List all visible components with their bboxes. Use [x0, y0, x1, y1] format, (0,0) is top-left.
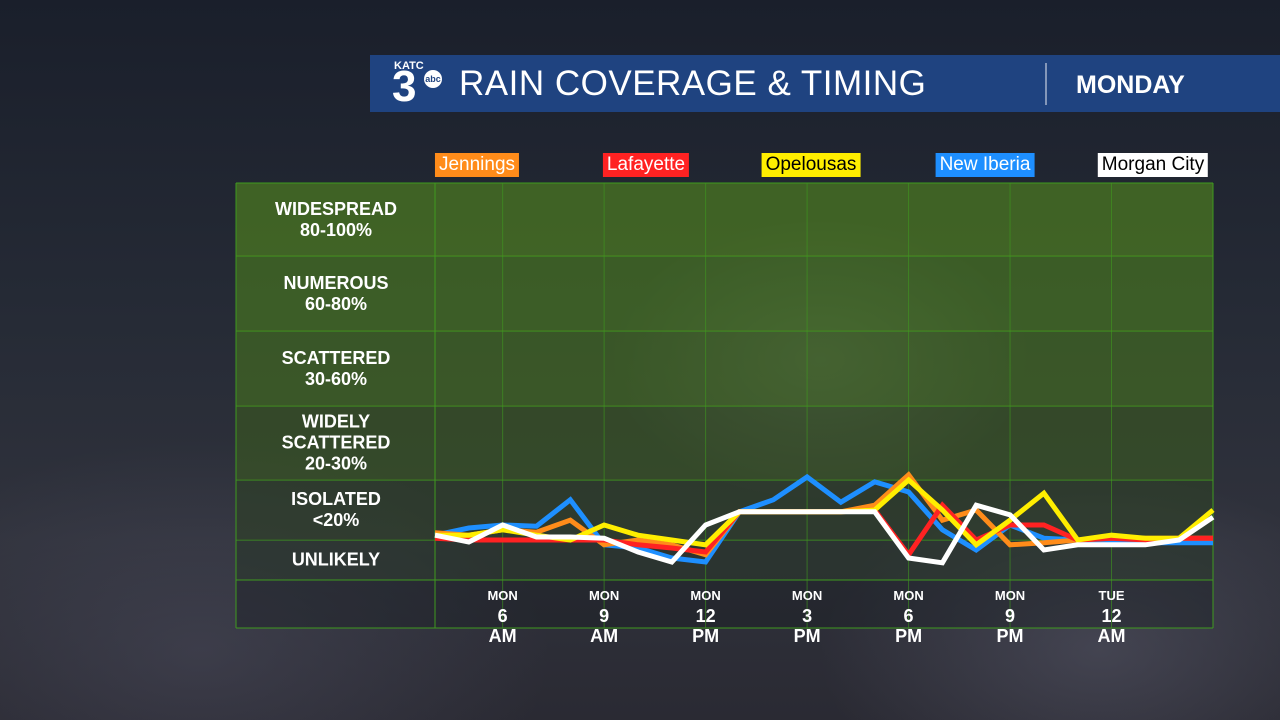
legend-entry: Opelousas — [761, 153, 861, 177]
x-tick-label: MON 6 AM — [487, 588, 518, 646]
logo-network: abc — [424, 70, 442, 88]
y-tick-label: SCATTERED 30-60% — [281, 347, 391, 389]
x-tick-label: TUE 12 AM — [1097, 588, 1126, 646]
legend-entry: Morgan City — [1097, 153, 1209, 177]
legend-entry: Jennings — [434, 153, 520, 177]
axis-area — [236, 580, 1213, 628]
y-tick-label: ISOLATED <20% — [291, 489, 381, 530]
y-tick-label: WIDESPREAD 80-100% — [274, 198, 397, 240]
band — [236, 183, 1213, 256]
y-tick-label: WIDELY SCATTERED 20-30% — [281, 411, 391, 474]
x-tick-label: MON 12 PM — [690, 588, 721, 646]
divider — [1045, 63, 1047, 105]
header-bar: 3 KATC abc RAIN COVERAGE & TIMING MONDAY — [370, 55, 1280, 112]
chart-title: RAIN COVERAGE & TIMING — [459, 64, 927, 103]
y-tick-label: NUMEROUS 60-80% — [283, 272, 389, 314]
band — [236, 406, 1213, 480]
x-tick-label: MON 3 PM — [791, 588, 823, 646]
chart-subtitle: MONDAY — [1076, 71, 1185, 99]
legend-entry: Lafayette — [602, 153, 690, 177]
x-tick-label: MON 9 PM — [994, 588, 1026, 646]
x-tick-label: MON 6 PM — [893, 588, 924, 646]
x-tick-label: MON 9 AM — [588, 588, 620, 646]
logo-station: KATC — [394, 60, 424, 72]
y-tick-label: UNLIKELY — [291, 549, 381, 570]
series-line — [434, 502, 1215, 566]
legend-entry: New Iberia — [935, 153, 1035, 177]
band — [236, 331, 1213, 406]
logo-channel: 3 — [392, 62, 417, 111]
band — [236, 256, 1213, 331]
